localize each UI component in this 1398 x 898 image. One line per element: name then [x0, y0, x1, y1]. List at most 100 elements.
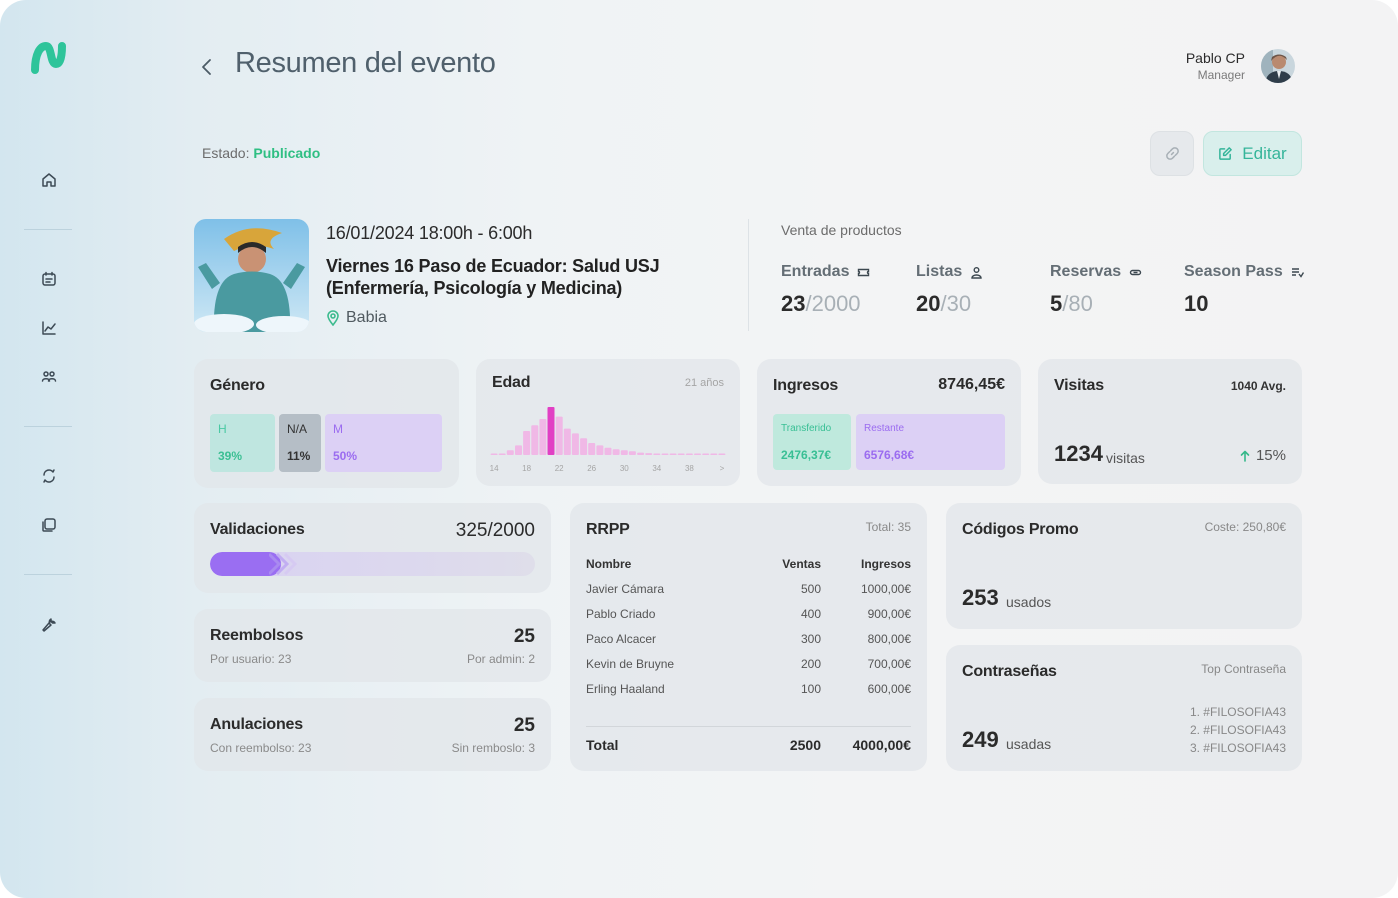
sidebar-divider — [24, 426, 72, 427]
rrpp-table: Nombre Ventas Ingresos Javier Cámara 500 1… — [586, 557, 911, 707]
copy-link-button[interactable] — [1150, 131, 1194, 176]
reserve-icon — [1129, 269, 1142, 275]
age-bar-36[interactable] — [669, 453, 677, 456]
age-tick-label: 38 — [685, 464, 694, 473]
avatar[interactable] — [1261, 49, 1295, 83]
anulaciones-title: Anulaciones — [210, 716, 303, 733]
sidebar-divider — [24, 574, 72, 575]
age-bar-40[interactable] — [702, 453, 710, 456]
contrasenas-top-title: Top Contraseña — [1201, 662, 1286, 676]
table-row[interactable]: Erling Haaland 100 600,00€ — [586, 682, 911, 696]
table-row[interactable]: Kevin de Bruyne 200 700,00€ — [586, 657, 911, 671]
edit-button[interactable]: Editar — [1203, 131, 1302, 176]
genero-m-segment[interactable]: M 50% — [325, 414, 442, 472]
age-bar-14[interactable] — [490, 453, 498, 456]
wrench-icon[interactable] — [38, 614, 60, 636]
edit-icon — [1219, 147, 1233, 160]
chart-icon[interactable] — [38, 317, 60, 339]
age-bar-18[interactable] — [523, 431, 531, 455]
event-location: Babia — [326, 309, 387, 327]
reembolsos-card: Reembolsos 25 Por usuario: 23 Por admin:… — [194, 609, 551, 682]
contrasenas-unit: usadas — [1006, 736, 1052, 752]
age-bar-15[interactable] — [498, 453, 506, 456]
contrasenas-count: 249 — [962, 727, 999, 752]
ticket-icon — [858, 268, 870, 276]
age-bar-31[interactable] — [628, 451, 636, 455]
promo-card: Códigos Promo Coste: 250,80€ 253 usados — [946, 503, 1302, 629]
sale-listas: Listas 20/30 — [916, 263, 983, 317]
ingresos-transferido[interactable]: Transferido 2476,37€ — [773, 414, 851, 470]
back-button[interactable] — [196, 54, 218, 80]
chevron-left-icon — [202, 59, 211, 75]
reembolsos-por-usuario: Por usuario: 23 — [210, 652, 292, 666]
table-divider — [586, 726, 911, 727]
users-icon[interactable] — [38, 366, 60, 388]
anulaciones-count: 25 — [513, 715, 535, 736]
app-logo[interactable] — [30, 40, 68, 76]
age-bar-30[interactable] — [620, 450, 628, 455]
rrpp-title: RRPP — [586, 521, 630, 538]
home-icon[interactable] — [38, 169, 60, 191]
user-name[interactable]: Pablo CP — [1185, 50, 1245, 66]
top-passwords-list: 1. #FILOSOFIA43 2. #FILOSOFIA43 3. #FILO… — [1190, 703, 1286, 757]
age-bar-35[interactable] — [661, 453, 669, 456]
anulaciones-con-reembolso: Con reembolso: 23 — [210, 741, 312, 755]
anulaciones-sin-reembolso: Sin remboslo: 3 — [451, 741, 535, 755]
ingresos-title: Ingresos — [773, 377, 839, 394]
age-bar-26[interactable] — [588, 443, 596, 455]
table-total-row: Total 2500 4000,00€ — [586, 737, 911, 753]
age-bar-37[interactable] — [677, 453, 685, 456]
age-bar-24[interactable] — [571, 433, 579, 455]
age-bar-19[interactable] — [531, 425, 539, 455]
age-bar->[interactable] — [718, 453, 726, 456]
calendar-icon[interactable] — [38, 268, 60, 290]
age-bar-27[interactable] — [596, 445, 604, 455]
age-bar-34[interactable] — [653, 453, 661, 456]
event-status: Estado: Publicado — [202, 145, 321, 161]
edad-average: 21 años — [684, 377, 724, 389]
reembolsos-title: Reembolsos — [210, 627, 304, 644]
age-bar-29[interactable] — [612, 449, 620, 455]
age-bar-38[interactable] — [685, 453, 693, 456]
reembolsos-por-admin: Por admin: 2 — [466, 652, 535, 666]
age-bar-33[interactable] — [645, 453, 653, 455]
sales-title: Venta de productos — [781, 222, 902, 238]
validaciones-card: Validaciones 325/2000 — [194, 503, 551, 593]
age-bar-16[interactable] — [506, 450, 514, 455]
edad-histogram: 14 18 22 26 30 34 38 > — [490, 407, 726, 473]
table-row[interactable]: Javier Cámara 500 1000,00€ — [586, 582, 911, 596]
list-filter-icon — [1291, 267, 1304, 278]
age-bar-41[interactable] — [710, 453, 718, 456]
age-bar-17[interactable] — [515, 445, 522, 455]
age-tick-label: 14 — [490, 464, 499, 473]
genero-na-segment[interactable]: N/A 11% — [279, 414, 321, 472]
age-bar-23[interactable] — [563, 428, 571, 455]
age-bar-21[interactable] — [547, 407, 555, 455]
age-bar-39[interactable] — [694, 453, 701, 456]
age-bar-20[interactable] — [539, 419, 547, 455]
genero-card: Género H 39% N/A 11% M 50% — [194, 359, 459, 488]
edad-title: Edad — [492, 374, 531, 391]
age-bar-22[interactable] — [555, 416, 563, 455]
list-item: 2. #FILOSOFIA43 — [1189, 723, 1286, 737]
promo-cost: Coste: 250,80€ — [1204, 520, 1286, 534]
visitas-average: 1040 Avg. — [1230, 379, 1286, 393]
visitas-title: Visitas — [1054, 377, 1104, 394]
location-pin-icon — [327, 310, 339, 326]
table-row[interactable]: Paco Alcacer 300 800,00€ — [586, 632, 911, 646]
age-bar-28[interactable] — [604, 447, 612, 455]
table-row[interactable]: Pablo Criado 400 900,00€ — [586, 607, 911, 621]
genero-h-segment[interactable]: H 39% — [210, 414, 275, 472]
age-bar-32[interactable] — [637, 452, 645, 455]
validaciones-count: 325/2000 — [455, 520, 535, 541]
location-label: Babia — [346, 309, 387, 326]
link-icon — [1165, 147, 1179, 160]
validaciones-title: Validaciones — [210, 521, 305, 538]
age-bar-25[interactable] — [580, 438, 588, 455]
layers-icon[interactable] — [38, 514, 60, 536]
user-icon — [971, 266, 982, 279]
ingresos-restante[interactable]: Restante 6576,68€ — [856, 414, 1005, 470]
promo-count: 253 — [962, 585, 999, 610]
refresh-icon[interactable] — [38, 465, 60, 487]
arrow-up-icon — [1240, 450, 1250, 462]
